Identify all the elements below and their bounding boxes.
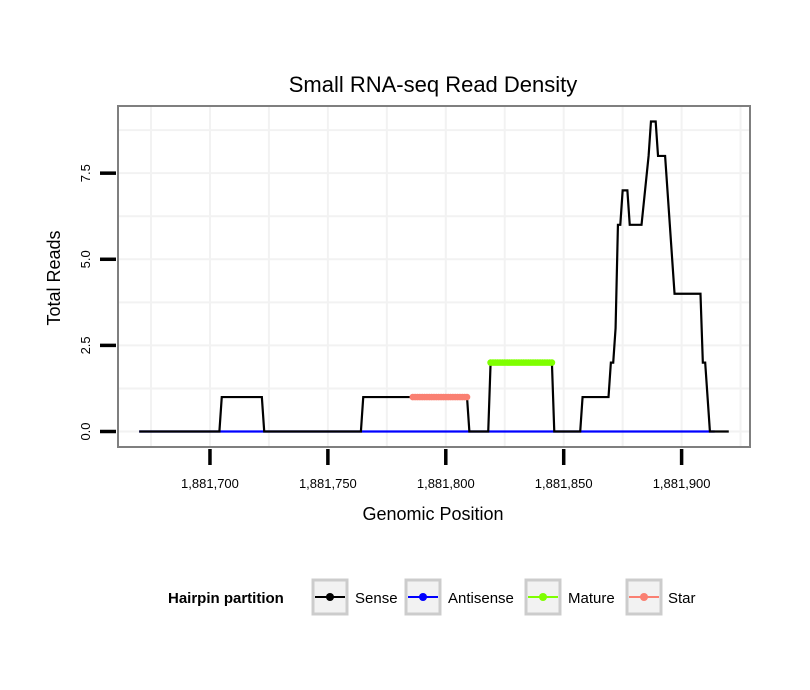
x-tick-label-3: 1,881,850 (535, 476, 593, 491)
legend-label-star: Star (668, 590, 696, 607)
plot-background (118, 106, 750, 447)
series-line-sense (139, 120, 729, 433)
legend-label-antisense: Antisense (448, 590, 514, 607)
x-axis-title: Genomic Position (362, 504, 503, 524)
data-point-mature-26 (548, 359, 556, 366)
legend-key-point-antisense (419, 593, 427, 601)
x-tick-label-1: 1,881,750 (299, 476, 357, 491)
legend-label-mature: Mature (568, 590, 615, 607)
y-tick-label-1: 2.5 (78, 336, 93, 354)
chart-title: Small RNA-seq Read Density (289, 72, 578, 97)
legend-title: Hairpin partition (168, 590, 284, 607)
series-points (409, 359, 556, 401)
y-tick-label-0: 0.0 (78, 422, 93, 440)
x-tick-label-0: 1,881,700 (181, 476, 239, 491)
legend-key-point-mature (539, 593, 547, 601)
legend-key-point-sense (326, 593, 334, 601)
y-axis-ticks: 0.0 2.5 5.0 7.5 (78, 164, 116, 441)
y-axis-title: Total Reads (44, 230, 64, 325)
plot-frame (117, 105, 751, 448)
x-tick-label-2: 1,881,800 (417, 476, 475, 491)
y-tick-label-3: 7.5 (78, 164, 93, 182)
legend: Hairpin partition Sense Antisense Mature St… (168, 578, 696, 616)
legend-label-sense: Sense (355, 590, 398, 607)
x-tick-label-4: 1,881,900 (653, 476, 711, 491)
grid-lines (118, 106, 750, 447)
legend-key-point-star (640, 593, 648, 601)
y-tick-label-2: 5.0 (78, 250, 93, 268)
data-point-star-23 (463, 393, 471, 401)
x-axis-ticks: 1,881,700 1,881,750 1,881,800 1,881,850 1,88… (181, 449, 711, 491)
